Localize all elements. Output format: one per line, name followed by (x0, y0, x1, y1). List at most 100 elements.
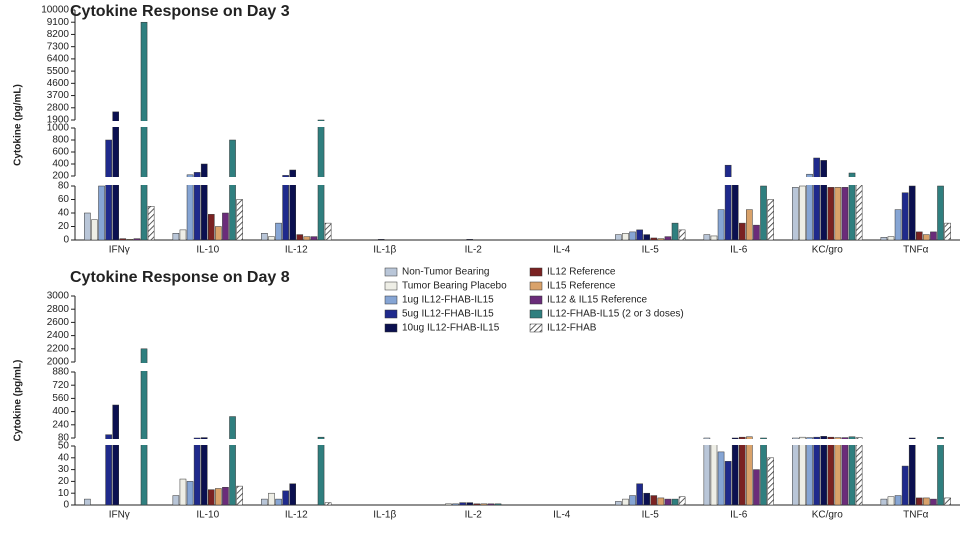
bar (834, 437, 842, 506)
x-tick-label: IL-1β (373, 245, 396, 256)
bar (186, 481, 194, 506)
x-tick-label: IL-1β (373, 510, 396, 521)
y-tick-label: 40 (58, 452, 70, 463)
bar (172, 233, 180, 241)
bar (282, 490, 289, 506)
bar (268, 492, 275, 506)
bar (855, 179, 863, 241)
bar (820, 160, 827, 241)
bar (445, 503, 452, 506)
bar (930, 231, 937, 241)
bar (887, 236, 895, 241)
x-tick-label: KC/gro (812, 245, 844, 256)
bar (459, 502, 466, 506)
y-tick-label: 800 (52, 135, 69, 146)
bar (657, 497, 665, 506)
bar (937, 437, 944, 506)
bar (636, 229, 643, 241)
bar (767, 199, 774, 241)
bar (289, 169, 297, 241)
bar (91, 219, 98, 241)
y-tick-label: 8200 (47, 29, 70, 40)
bar (622, 498, 629, 506)
bar (717, 451, 725, 506)
bar (193, 437, 201, 506)
bar (275, 222, 282, 241)
bar (703, 234, 711, 241)
bar (916, 231, 923, 241)
bar (813, 436, 820, 506)
bar (916, 497, 923, 506)
y-tick-label: 2400 (47, 330, 70, 341)
y-tick-label: 7300 (47, 41, 70, 52)
x-tick-label: IL-6 (730, 510, 748, 521)
bar (731, 437, 739, 506)
bar (643, 492, 650, 506)
bar (98, 185, 105, 241)
x-tick-label: IL-2 (465, 510, 483, 521)
bar (678, 229, 686, 241)
bar (317, 436, 325, 506)
y-tick-label: 5500 (47, 66, 70, 77)
legend-swatch (384, 281, 398, 291)
x-tick-label: IL-12 (285, 510, 308, 521)
bar (678, 496, 686, 506)
bar (650, 237, 658, 241)
bar (466, 239, 474, 241)
y-axis-label: Cytokine (pg/mL) (13, 84, 24, 166)
bar (643, 234, 650, 241)
y-tick-label: 3700 (47, 90, 70, 101)
bar (813, 157, 820, 241)
legend-swatch (529, 281, 543, 291)
bar (799, 185, 806, 241)
bar (753, 224, 760, 241)
bar (268, 236, 275, 241)
bar (236, 485, 243, 506)
bar (799, 436, 806, 506)
bar (126, 239, 134, 241)
bar (200, 437, 208, 506)
bar (820, 436, 827, 506)
bar (855, 437, 863, 506)
bar (112, 404, 119, 506)
bar (717, 209, 725, 241)
bar (84, 212, 91, 241)
bar (215, 488, 222, 506)
legend-swatch (384, 309, 398, 319)
bar (937, 185, 944, 241)
bar (650, 495, 658, 506)
bar (827, 436, 835, 506)
bar (140, 348, 148, 506)
bar (671, 498, 679, 506)
y-tick-label: 80 (58, 433, 70, 444)
legend-swatch (384, 323, 398, 333)
axis-break (73, 363, 960, 371)
y-tick-label: 2800 (47, 102, 70, 113)
bar (894, 495, 902, 506)
y-tick-label: 240 (52, 419, 69, 430)
bar (739, 222, 746, 241)
x-tick-label: IL-10 (196, 510, 219, 521)
bar (724, 461, 732, 506)
x-tick-label: IL-5 (642, 245, 660, 256)
bar (236, 199, 243, 241)
bar (760, 185, 767, 241)
legend-label: 1ug IL12-FHAB-IL15 (402, 295, 494, 306)
bar (324, 222, 332, 241)
x-tick-label: IL-12 (285, 245, 308, 256)
bar (841, 437, 849, 506)
bar (657, 238, 665, 241)
bar (84, 498, 91, 506)
y-tick-label: 80 (58, 181, 70, 192)
legend-label: 5ug IL12-FHAB-IL15 (402, 309, 494, 320)
x-tick-label: IL-4 (553, 510, 571, 521)
legend-label: IL12-FHAB-IL15 (2 or 3 doses) (547, 309, 684, 320)
y-tick-label: 20 (58, 476, 70, 487)
bar (105, 434, 112, 506)
bar (636, 483, 643, 506)
bar (172, 495, 180, 506)
y-tick-label: 400 (52, 159, 69, 170)
bar (377, 239, 385, 241)
y-tick-label: 4600 (47, 78, 70, 89)
